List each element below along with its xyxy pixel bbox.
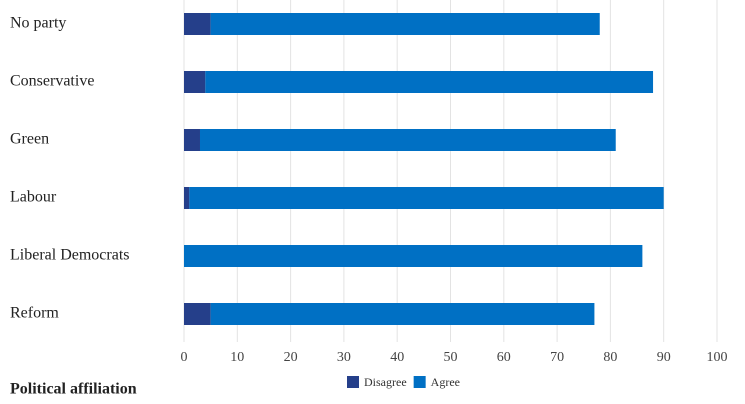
- x-tick-label: 40: [390, 350, 404, 365]
- legend-label: Disagree: [364, 375, 407, 389]
- y-tick-label: Conservative: [10, 73, 94, 90]
- x-tick-label: 60: [497, 350, 511, 365]
- legend-swatch: [347, 376, 359, 388]
- x-tick-label: 0: [181, 350, 188, 365]
- x-tick-label: 80: [603, 350, 617, 365]
- bar: [199, 129, 616, 151]
- y-tick-label: Green: [10, 131, 49, 148]
- bar: [184, 245, 643, 267]
- bar: [189, 187, 664, 209]
- bar: [184, 71, 206, 93]
- y-tick-label: Liberal Democrats: [10, 247, 130, 264]
- x-tick-label: 50: [444, 350, 458, 365]
- bar: [184, 129, 200, 151]
- x-tick-label: 90: [657, 350, 671, 365]
- y-tick-label: Labour: [10, 189, 57, 206]
- bar: [184, 187, 190, 209]
- y-tick-label: Reform: [10, 305, 59, 322]
- bar: [205, 71, 654, 93]
- axis-title: Political affiliation: [10, 381, 137, 398]
- x-tick-label: 10: [230, 350, 244, 365]
- bar: [184, 303, 211, 325]
- x-tick-label: 100: [707, 350, 728, 365]
- x-tick-label: 70: [550, 350, 564, 365]
- x-tick-label: 30: [337, 350, 351, 365]
- bar: [210, 13, 600, 35]
- legend-swatch: [413, 376, 426, 388]
- y-tick-label: No party: [10, 15, 66, 32]
- bar: [184, 13, 211, 35]
- bar: [210, 303, 595, 325]
- x-tick-label: 20: [284, 350, 298, 365]
- legend-label: Agree: [431, 375, 460, 389]
